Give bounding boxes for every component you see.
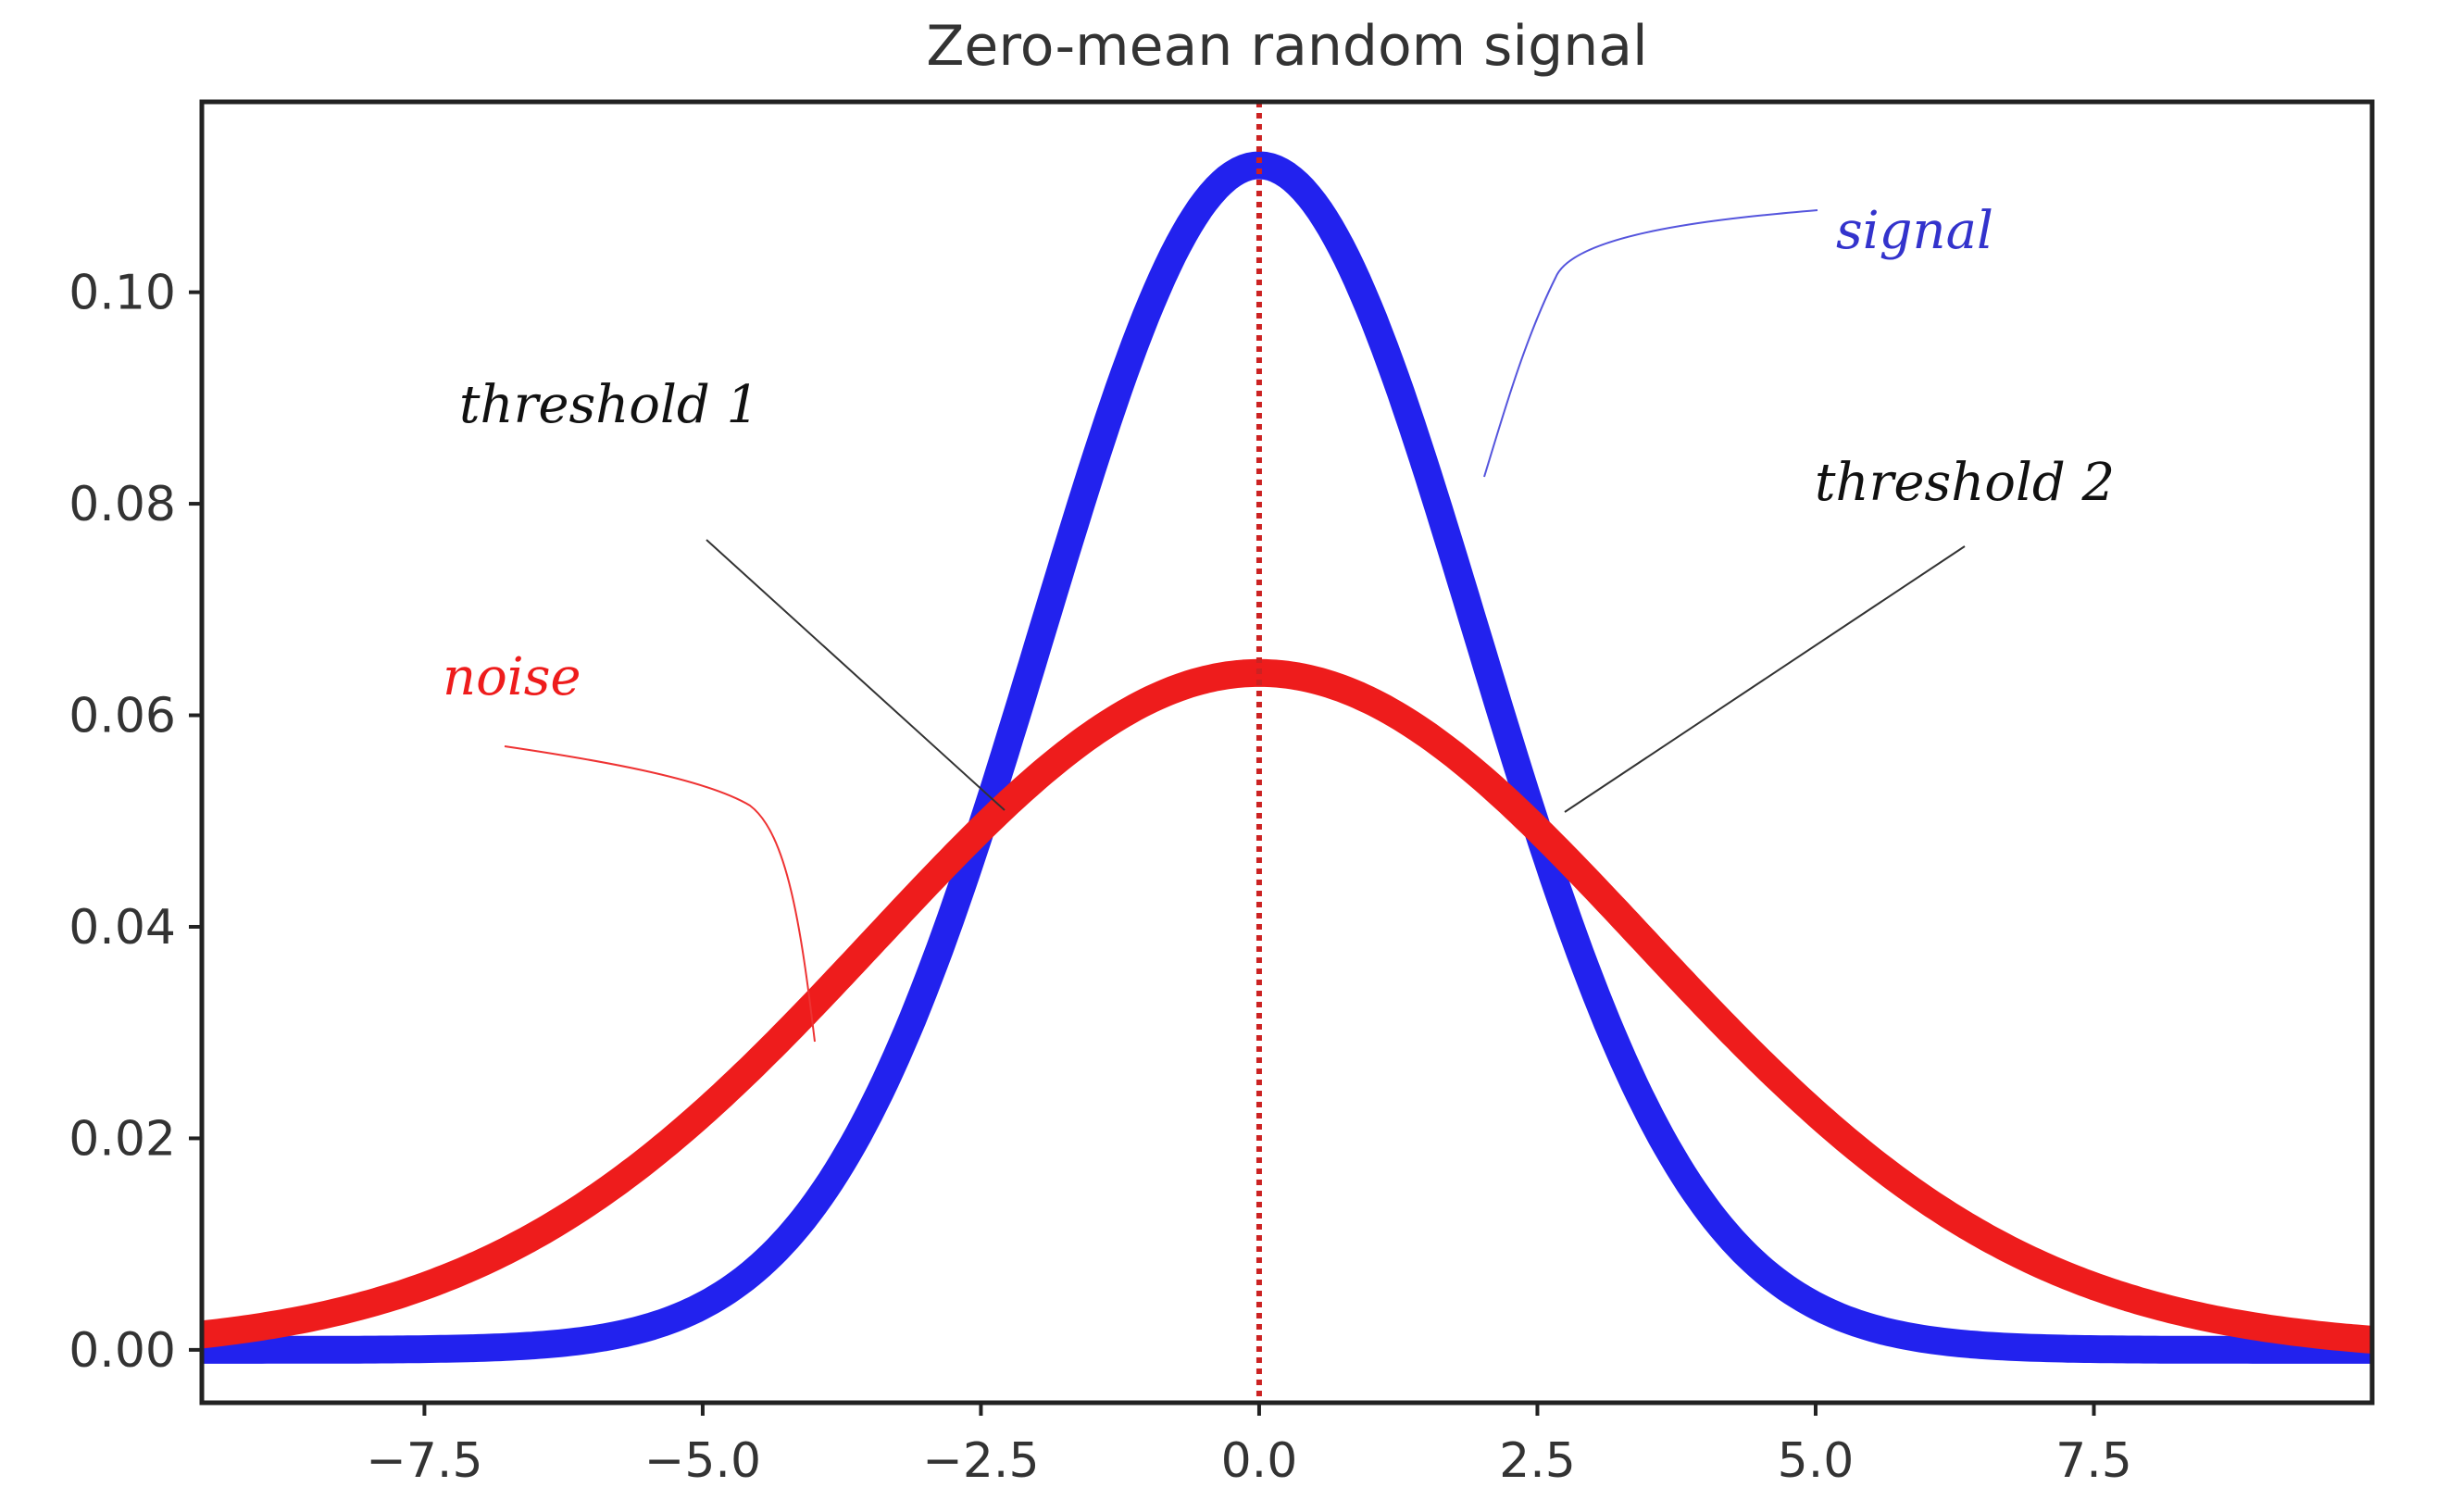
plot-area <box>202 102 2372 1403</box>
plot-frame <box>199 99 2375 1406</box>
x-tick-label: −2.5 <box>922 1433 1039 1489</box>
threshold-2-annotation-line <box>1564 545 1966 813</box>
y-axis: 0.00 0.02 0.04 0.06 0.08 0.10 <box>69 266 202 1379</box>
x-tick-label: 7.5 <box>2055 1433 2132 1489</box>
x-tick-label: 0.0 <box>1221 1433 1298 1489</box>
noise-annotation-label: noise <box>443 647 581 707</box>
y-tick-label: 0.00 <box>69 1323 176 1379</box>
y-tick-label: 0.08 <box>69 477 176 532</box>
annotations: signal threshold 1 threshold 2 noise <box>443 201 2115 1043</box>
signal-annotation-line <box>1483 209 1818 478</box>
series-line-1 <box>202 658 2372 1354</box>
y-tick-label: 0.02 <box>69 1111 176 1167</box>
threshold-1-annotation-label: threshold 1 <box>459 375 759 435</box>
x-tick-label: −5.0 <box>644 1433 761 1489</box>
x-tick-label: 2.5 <box>1499 1433 1576 1489</box>
x-tick-label: −7.5 <box>366 1433 482 1489</box>
threshold-1-annotation-line <box>706 539 1006 811</box>
y-tick-label: 0.10 <box>69 266 176 321</box>
y-tick-label: 0.04 <box>69 900 176 956</box>
x-tick-label: 5.0 <box>1778 1433 1855 1489</box>
noise-annotation-line <box>504 745 816 1043</box>
threshold-2-annotation-label: threshold 2 <box>1815 453 2115 513</box>
series-line-0 <box>202 151 2372 1364</box>
y-tick-label: 0.06 <box>69 689 176 744</box>
chart-title: Zero-mean random signal <box>926 14 1647 79</box>
signal-annotation-label: signal <box>1836 201 1993 261</box>
x-axis: −7.5 −5.0 −2.5 0.0 2.5 5.0 7.5 <box>366 1403 2132 1489</box>
